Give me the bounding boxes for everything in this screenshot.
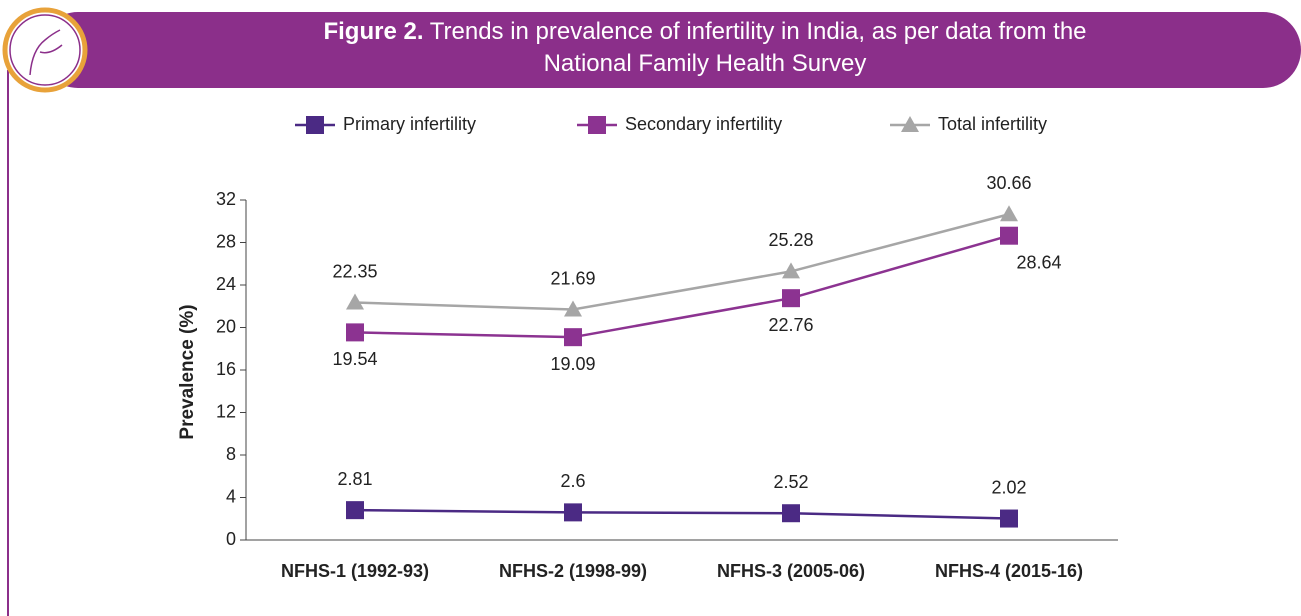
point (564, 300, 582, 317)
point (1000, 226, 1018, 245)
series-line (354, 508, 1010, 520)
data-label: 2.02 (991, 477, 1026, 497)
y-axis-label: Prevalence (%) (177, 304, 198, 439)
x-tick-label: NFHS-3 (2005-06) (717, 561, 865, 581)
series-line (354, 234, 1010, 339)
logo (9, 14, 81, 86)
x-tick-label: NFHS-1 (1992-93) (281, 561, 429, 581)
point (1000, 205, 1018, 222)
legend-label: Secondary infertility (625, 114, 782, 134)
data-label: 28.64 (1016, 252, 1061, 272)
data-label: 2.81 (337, 469, 372, 489)
point (346, 323, 364, 342)
y-tick-label: 28 (216, 231, 236, 251)
legend-marker (306, 116, 324, 134)
data-label: 22.76 (768, 315, 813, 335)
y-tick-label: 16 (216, 359, 236, 379)
y-tick-label: 24 (216, 274, 236, 294)
data-label: 25.28 (768, 230, 813, 250)
series-line (354, 213, 1010, 311)
point (782, 289, 800, 308)
data-label: 19.09 (550, 354, 595, 374)
y-tick-label: 32 (216, 189, 236, 209)
y-tick-label: 8 (226, 444, 236, 464)
point (1000, 509, 1018, 528)
header-banner (40, 12, 1301, 88)
header-title: Figure 2. Trends in prevalence of infert… (290, 16, 1120, 80)
point (782, 504, 800, 523)
x-tick-label: NFHS-2 (1998-99) (499, 561, 647, 581)
point (346, 293, 364, 310)
point (782, 262, 800, 279)
x-tick-label: NFHS-4 (2015-16) (935, 561, 1083, 581)
logo-figure (29, 29, 63, 76)
data-label: 2.52 (773, 472, 808, 492)
legend-marker (901, 116, 919, 132)
data-label: 21.69 (550, 268, 595, 288)
data-label: 22.35 (332, 261, 377, 281)
point (346, 501, 364, 520)
point (564, 328, 582, 347)
y-tick-label: 0 (226, 529, 236, 549)
legend-label: Total infertility (938, 114, 1047, 134)
legend-marker (588, 116, 606, 134)
data-label: 19.54 (332, 349, 377, 369)
figure-label: Figure 2. (323, 18, 424, 45)
data-label: 30.66 (986, 173, 1031, 193)
legend-label: Primary infertility (343, 114, 476, 134)
data-label: 2.6 (560, 471, 585, 491)
y-tick-label: 4 (226, 486, 236, 506)
title: Trends in prevalence of infertility in I… (429, 18, 1087, 77)
y-tick-label: 20 (216, 316, 236, 336)
y-tick-label: 12 (216, 401, 236, 421)
point (564, 503, 582, 522)
